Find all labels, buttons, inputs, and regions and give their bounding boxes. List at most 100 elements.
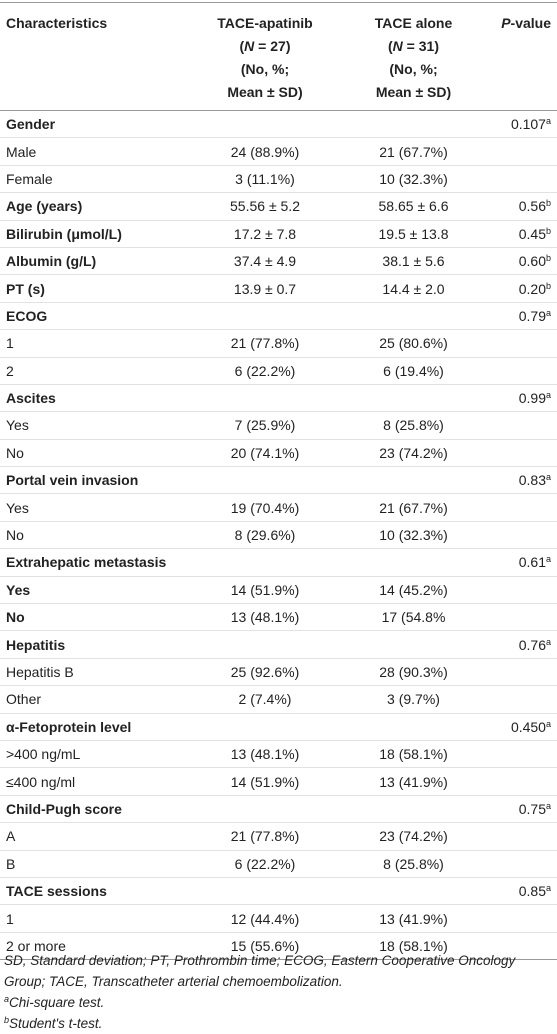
label-text: ECOG (6, 307, 48, 324)
value-text: 14.4 ± 2.0 (382, 280, 445, 297)
value-text: 21 (77.8%) (230, 828, 300, 845)
p-value-cell (487, 603, 557, 632)
table-row: ECOG 0.79a (0, 302, 557, 331)
row-label: No (0, 521, 190, 550)
row-label: Male (0, 137, 190, 166)
row-label: 1 (0, 329, 190, 358)
p-value-cell (487, 576, 557, 605)
label-text: Extrahepatic metastasis (6, 554, 167, 571)
header-line: TACE-apatinib (196, 12, 334, 35)
value-text: 18 (58.1%) (379, 746, 448, 763)
header-line: (No, %; (196, 58, 334, 81)
p-value-cell (487, 165, 557, 194)
row-label: Age (years) (0, 192, 190, 221)
data-table: Characteristics TACE-apatinib (N = 27) (No,… (0, 2, 557, 961)
p-value-cell: 0.76a (487, 630, 557, 659)
p-note: a (545, 883, 551, 894)
value-cell: 13 (48.1%) (190, 740, 340, 769)
p-value-cell: 0.99a (487, 384, 557, 413)
p-value-cell: 0.450a (487, 713, 557, 741)
value-text: 6 (22.2%) (234, 362, 296, 379)
row-label: Other (0, 685, 190, 714)
footnote-text: Chi-square test. (9, 995, 105, 1010)
header-text: -value (510, 15, 551, 31)
value-cell: 37.4 ± 4.9 (190, 247, 340, 276)
table-row: Male 24 (88.9%) 21 (67.7%) (0, 137, 557, 166)
value-text: 21 (67.7%) (379, 499, 448, 516)
table-row: 2 6 (22.2%) 6 (19.4%) (0, 357, 557, 385)
value-cell: 8 (25.8%) (340, 850, 487, 878)
label-text: α-Fetoprotein level (6, 718, 132, 735)
label-text: 1 (6, 910, 14, 927)
p-value-cell (487, 740, 557, 769)
value-cell: 28 (90.3%) (340, 658, 487, 687)
table-row: Female 3 (11.1%) 10 (32.3%) (0, 165, 557, 194)
value-text: 8 (25.8%) (383, 417, 444, 434)
footnote-mark: b (4, 1015, 10, 1025)
value-cell (190, 302, 340, 331)
table-row: No 8 (29.6%) 10 (32.3%) (0, 521, 557, 550)
label-text: Yes (6, 581, 31, 598)
table-row: Portal vein invasion 0.83a (0, 466, 557, 495)
value-cell: 21 (67.7%) (340, 137, 487, 166)
table-row: Yes 14 (51.9%) 14 (45.2%) (0, 576, 557, 605)
value-text: 23 (74.2%) (379, 828, 448, 845)
value-text: 19.5 ± 13.8 (378, 225, 449, 242)
value-cell (190, 548, 340, 577)
value-text: 8 (25.8%) (383, 855, 444, 872)
row-label: Portal vein invasion (0, 466, 190, 495)
p-value: 0.61 (518, 554, 546, 571)
value-cell (340, 795, 487, 824)
label-text: Gender (6, 116, 56, 133)
header-cell: TACE-apatinib (N = 27) (No, %; Mean ± SD) (190, 2, 340, 111)
value-cell: 18 (58.1%) (340, 740, 487, 769)
row-label: No (0, 603, 190, 632)
value-text: 7 (25.9%) (234, 417, 296, 434)
p-value: 0.83 (518, 472, 546, 489)
value-text: 20 (74.1%) (230, 444, 300, 461)
header-text: ( (388, 38, 393, 54)
header-text: (No, %; (389, 61, 438, 77)
p-note: a (545, 472, 551, 483)
table-row: Albumin (g/L) 37.4 ± 4.9 38.1 ± 5.6 0.60b (0, 247, 557, 276)
value-text: 19 (70.4%) (230, 499, 300, 516)
value-cell: 17.2 ± 7.8 (190, 220, 340, 248)
row-label: Hepatitis B (0, 658, 190, 687)
header-line: Mean ± SD) (196, 81, 334, 104)
table-row: Other 2 (7.4%) 3 (9.7%) (0, 685, 557, 714)
p-value: 0.85 (518, 883, 546, 900)
value-cell: 6 (22.2%) (190, 850, 340, 878)
p-value: 0.45 (518, 225, 546, 242)
table-row: Bilirubin (μmol/L) 17.2 ± 7.8 19.5 ± 13.8 0… (0, 220, 557, 248)
p-value: 0.99 (518, 390, 546, 407)
p-note: a (545, 800, 551, 811)
label-text: Age (years) (6, 198, 83, 215)
p-value-cell: 0.20b (487, 274, 557, 303)
value-cell: 10 (32.3%) (340, 165, 487, 194)
value-text: 3 (11.1%) (235, 170, 295, 187)
p-value: 0.75 (518, 800, 546, 817)
label-text: Yes (6, 499, 29, 516)
value-cell: 13 (41.9%) (340, 767, 487, 796)
table-row: PT (s) 13.9 ± 0.7 14.4 ± 2.0 0.20b (0, 274, 557, 303)
row-label: Bilirubin (μmol/L) (0, 220, 190, 248)
table-row: >400 ng/mL 13 (48.1%) 18 (58.1%) (0, 740, 557, 769)
value-cell: 14 (51.9%) (190, 767, 340, 796)
p-value-cell: 0.45b (487, 220, 557, 248)
value-text: 15 (55.6%) (230, 937, 300, 954)
label-text: Male (6, 143, 37, 160)
table-row: No 20 (74.1%) 23 (74.2%) (0, 439, 557, 468)
header-line: (No, %; (346, 58, 481, 81)
p-value-cell (487, 904, 557, 933)
row-label: A (0, 822, 190, 851)
footnote: bStudent's t-test. (4, 1013, 552, 1034)
value-text: 18 (58.1%) (379, 937, 448, 954)
footnote: SD, Standard deviation; PT, Prothrombin … (4, 950, 552, 992)
row-label: >400 ng/mL (0, 740, 190, 769)
row-label: 1 (0, 904, 190, 933)
label-text: PT (s) (6, 280, 45, 297)
row-label: ECOG (0, 302, 190, 331)
header-text: N (392, 38, 403, 54)
label-text: ≤400 ng/ml (6, 773, 76, 790)
p-note: a (545, 307, 551, 318)
